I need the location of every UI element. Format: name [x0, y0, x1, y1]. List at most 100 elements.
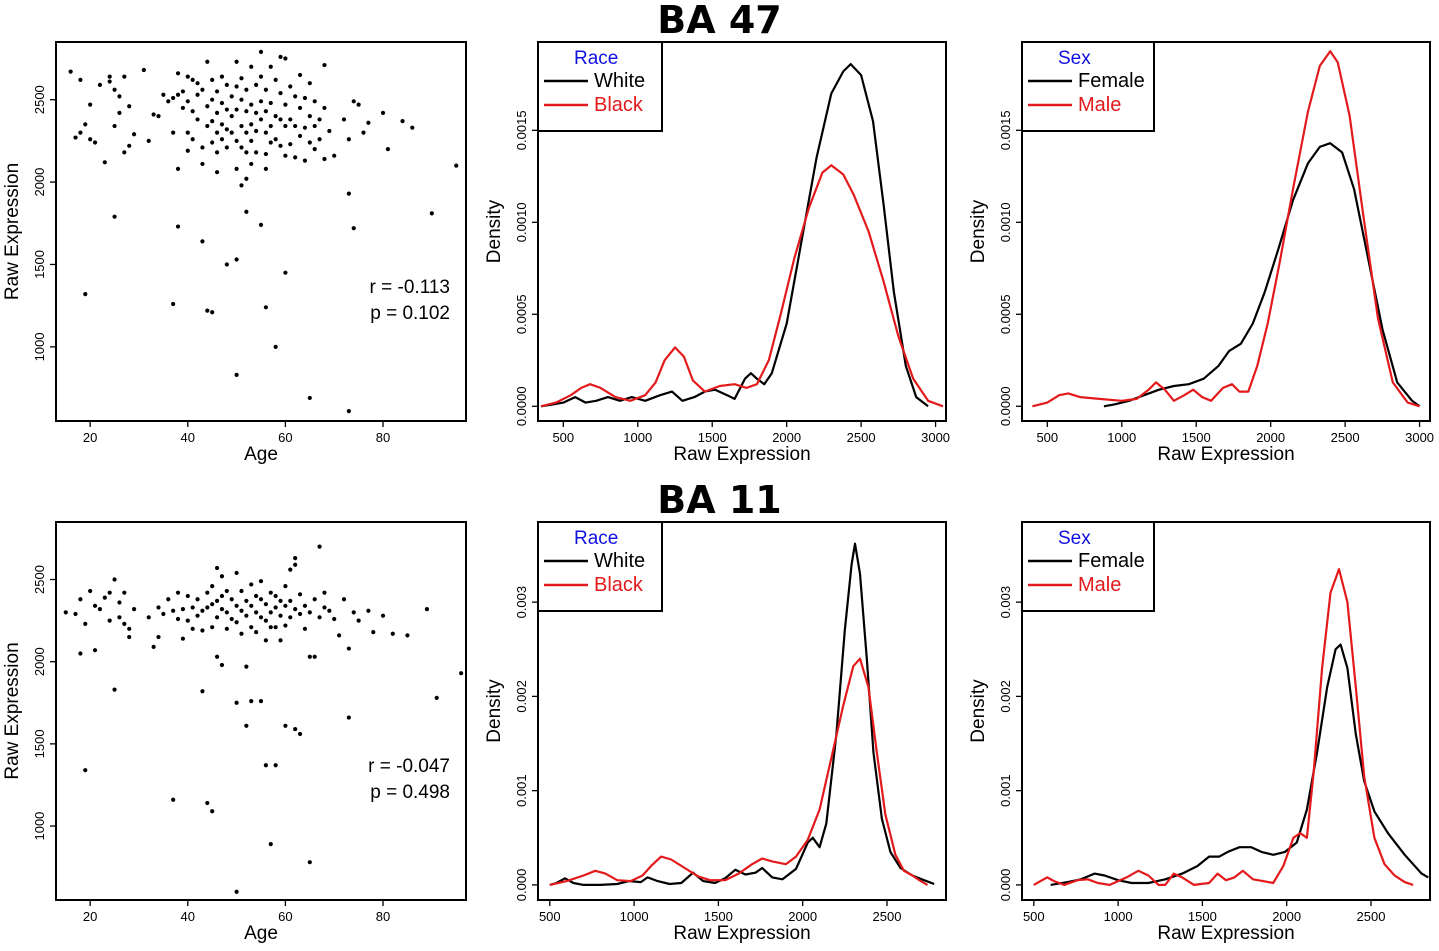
- row1-scatter-point: [214, 615, 220, 620]
- row1-scatter-r-value: r = -0.047: [368, 756, 450, 777]
- row1-scatter-y-axis-label: Raw Expression: [2, 642, 23, 779]
- row1-scatter-point: [322, 590, 327, 595]
- row0-scatter-x-tick-label: 80: [376, 430, 390, 445]
- row0-scatter-point: [283, 56, 288, 61]
- row0-scatter-point: [190, 109, 195, 114]
- row0-density2-y-tick-label: 0.0015: [998, 110, 1013, 150]
- row1-scatter-point: [283, 723, 288, 728]
- row1-scatter-point: [459, 671, 464, 676]
- row1-scatter-point: [278, 598, 283, 603]
- row0-scatter-point: [356, 102, 361, 107]
- row1-scatter-point: [156, 634, 161, 640]
- row0-scatter-point: [185, 130, 190, 135]
- row0-scatter-point: [454, 163, 459, 168]
- row1-scatter-point: [122, 621, 127, 626]
- row1-scatter-point: [210, 809, 215, 814]
- row0-scatter-point: [429, 211, 434, 216]
- row0-density2-legend-box: [1021, 41, 1155, 132]
- row0-scatter-point: [214, 110, 220, 115]
- row1-scatter-point: [229, 616, 234, 622]
- row1-scatter-point: [102, 595, 107, 600]
- row1-scatter-point: [78, 597, 83, 602]
- row0-scatter-point: [278, 54, 283, 59]
- row0-density2-plot-frame: [1021, 41, 1431, 422]
- row0-scatter-point: [312, 123, 317, 129]
- row0-density2-y-tick-label: 0.0010: [998, 202, 1013, 242]
- row0-scatter-point: [122, 150, 127, 155]
- row1-scatter-x-tick-label: 60: [278, 909, 292, 924]
- row1-scatter-point: [351, 610, 356, 615]
- row1-scatter-x-tick-label: 20: [83, 909, 97, 924]
- row1-scatter-point: [254, 630, 259, 635]
- row0-scatter-point: [156, 114, 161, 119]
- row0-scatter-point: [141, 67, 146, 73]
- row1-scatter-point: [249, 603, 254, 608]
- row1-scatter-point: [205, 605, 210, 610]
- row1-scatter-point: [322, 605, 327, 610]
- row0-scatter-point: [210, 97, 215, 102]
- row0-density1-y-axis-label: Density: [484, 199, 505, 263]
- row1-density2-x-tick-label: 2500: [1357, 909, 1386, 924]
- row0-scatter-point: [366, 120, 371, 125]
- row0-scatter-point: [161, 92, 166, 97]
- row0-scatter-point: [293, 94, 298, 99]
- row0-scatter-point: [200, 145, 205, 150]
- row-title-ba11: BA 11: [657, 478, 782, 522]
- row1-scatter-point: [258, 597, 264, 602]
- row1-density2-x-tick-label: 1500: [1188, 909, 1217, 924]
- row0-scatter-point: [302, 95, 308, 101]
- row0-scatter-point: [244, 87, 249, 92]
- row1-scatter-point: [151, 644, 156, 650]
- row1-scatter-point: [263, 638, 268, 643]
- row1-density2-y-axis-label: Density: [968, 679, 989, 743]
- row1-density2-legend-label-female: Female: [1078, 550, 1145, 572]
- row1-scatter-point: [249, 699, 254, 704]
- row1-scatter-point: [293, 726, 298, 732]
- row1-scatter-point: [195, 613, 200, 618]
- row1-scatter-point: [219, 662, 225, 668]
- row1-density2-curve-female: [1050, 643, 1429, 886]
- row0-density2-curve-female: [1103, 142, 1421, 408]
- row1-density2-x-tick-label: 1000: [1104, 909, 1133, 924]
- row1-density1-legend-title: Race: [574, 528, 618, 549]
- row1-scatter-point: [336, 633, 342, 638]
- row-title-ba47: BA 47: [657, 0, 782, 42]
- row0-density1-x-tick-label: 500: [552, 430, 574, 445]
- row0-scatter-point: [214, 89, 220, 94]
- row1-scatter-point: [273, 625, 278, 630]
- row0-scatter-y-axis-label: Raw Expression: [2, 163, 23, 300]
- row0-scatter-point: [293, 123, 298, 129]
- row1-scatter-point: [88, 588, 93, 594]
- row0-density2-legend-label-male: Male: [1078, 94, 1121, 116]
- row1-density2-legend-box: [1021, 521, 1155, 612]
- row1-scatter-y-tick-label: 1000: [32, 812, 47, 841]
- row0-density2-legend-title: Sex: [1058, 48, 1091, 69]
- row1-scatter-point: [273, 605, 278, 610]
- row0-scatter-point: [283, 123, 288, 129]
- row0-scatter-point: [78, 77, 83, 82]
- row1-scatter-point: [307, 654, 312, 659]
- row1-scatter-point: [283, 583, 288, 589]
- row0-scatter-point: [214, 150, 220, 155]
- row0-scatter-point: [307, 140, 312, 145]
- row0-scatter-point: [312, 99, 317, 104]
- row0-scatter-point: [185, 148, 190, 153]
- row0-density1-plot-frame: [537, 41, 947, 422]
- row0-scatter-point: [346, 137, 351, 142]
- row0-scatter-point: [385, 147, 391, 152]
- row0-scatter-point: [263, 305, 268, 310]
- row0-density2-x-tick-label: 500: [1036, 430, 1058, 445]
- row1-scatter-point: [156, 605, 161, 610]
- row1-scatter-point: [327, 608, 332, 613]
- row0-scatter-point: [239, 76, 244, 81]
- row1-density2-plot-frame: [1021, 521, 1431, 901]
- row0-scatter-point: [297, 72, 303, 78]
- row1-density1-y-tick-label: 0.001: [514, 774, 529, 807]
- row0-scatter-point: [351, 99, 356, 104]
- row1-scatter-point: [171, 797, 176, 802]
- row1-scatter-point: [185, 618, 190, 623]
- row0-scatter-point: [322, 156, 327, 162]
- row1-scatter-point: [180, 607, 186, 612]
- row0-density1-x-tick-label: 1500: [698, 430, 727, 445]
- row0-scatter-y-tick-label: 1500: [32, 250, 47, 279]
